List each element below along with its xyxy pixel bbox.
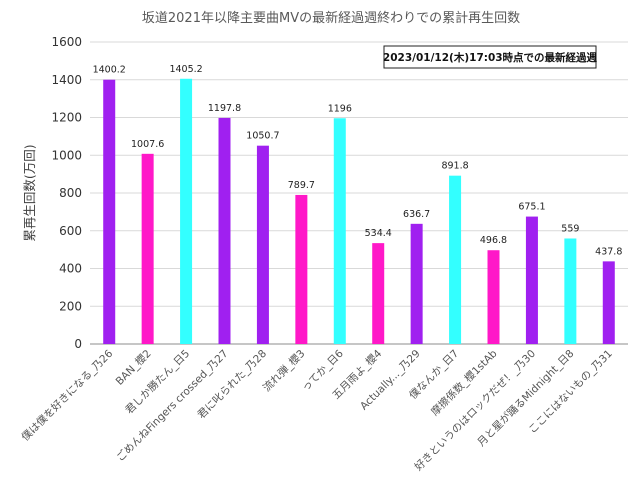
bar xyxy=(410,223,423,344)
data-labels: 1400.2 1007.6 1405.2 1197.8 1050.7 789.7 1196 5… xyxy=(93,64,623,258)
data-label: 437.8 xyxy=(595,246,622,257)
x-axis-category-labels: 僕は僕を好きになる_乃26BAN_櫻2君しか勝たん_日5ごめんねFingers … xyxy=(19,347,615,474)
data-label: 559 xyxy=(561,223,579,234)
annotation-frame xyxy=(383,45,597,69)
bar xyxy=(602,261,615,344)
data-label: 534.4 xyxy=(365,228,392,239)
bar xyxy=(449,175,462,344)
y-tick-label: 800 xyxy=(59,186,82,200)
x-category-label: 君しか勝たん_日5 xyxy=(123,347,193,417)
data-label: 636.7 xyxy=(403,209,430,220)
bar xyxy=(564,238,577,344)
y-tick-label: 1200 xyxy=(51,111,82,125)
annotation-text: 2023/01/12(木)17:03時点での最新経過週 xyxy=(383,51,598,64)
y-tick-label: 200 xyxy=(59,299,82,313)
bar xyxy=(372,243,385,344)
x-category-label: 摩擦係数_櫻1stAb xyxy=(428,347,500,419)
bar xyxy=(103,79,116,344)
y-tick-label: 600 xyxy=(59,224,82,238)
data-label: 1007.6 xyxy=(131,139,164,150)
y-tick-label: 0 xyxy=(74,337,82,351)
x-category-label: 僕は僕を好きになる_乃26 xyxy=(19,347,116,444)
gridlines xyxy=(90,41,628,345)
bar xyxy=(333,118,346,344)
data-label: 1400.2 xyxy=(93,65,126,76)
x-category-label: BAN_櫻2 xyxy=(113,347,154,388)
data-label: 891.8 xyxy=(441,161,468,172)
data-label: 675.1 xyxy=(518,202,545,213)
bar xyxy=(141,153,154,344)
x-category-label: 君に叱られた_乃28 xyxy=(195,348,269,422)
y-tick-label: 1600 xyxy=(51,35,82,49)
bar xyxy=(256,145,269,344)
y-tick-label: 400 xyxy=(59,262,82,276)
data-label: 496.8 xyxy=(480,235,507,246)
bar xyxy=(525,216,538,344)
y-tick-label: 1400 xyxy=(51,73,82,87)
bar xyxy=(487,250,500,344)
data-label: 1405.2 xyxy=(169,64,202,75)
data-label: 1197.8 xyxy=(208,103,241,114)
bar xyxy=(218,117,231,344)
y-axis-label: 累再生回数(万回) xyxy=(22,144,37,241)
y-axis-ticks: 0 200 400 600 800 1000 1200 1400 1600 xyxy=(51,35,82,351)
y-tick-label: 1000 xyxy=(51,148,82,162)
chart-title: 坂道2021年以降主要曲MVの最新経過週終わりでの累計再生回数 xyxy=(142,10,520,26)
bar xyxy=(295,194,308,344)
data-label: 1050.7 xyxy=(246,131,279,142)
bars xyxy=(103,78,615,345)
annotation-box: 2023/01/12(木)17:03時点での最新経過週 xyxy=(383,45,598,69)
bar xyxy=(180,78,193,345)
data-label: 789.7 xyxy=(288,180,315,191)
data-label: 1196 xyxy=(328,103,352,114)
